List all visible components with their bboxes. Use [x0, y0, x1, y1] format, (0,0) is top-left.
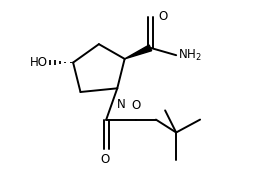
Text: O: O — [101, 153, 110, 166]
Text: N: N — [117, 98, 125, 112]
Text: O: O — [131, 99, 140, 112]
Text: HO: HO — [30, 56, 48, 69]
Text: O: O — [159, 10, 168, 23]
Polygon shape — [125, 45, 152, 59]
Text: NH$_2$: NH$_2$ — [178, 48, 202, 63]
